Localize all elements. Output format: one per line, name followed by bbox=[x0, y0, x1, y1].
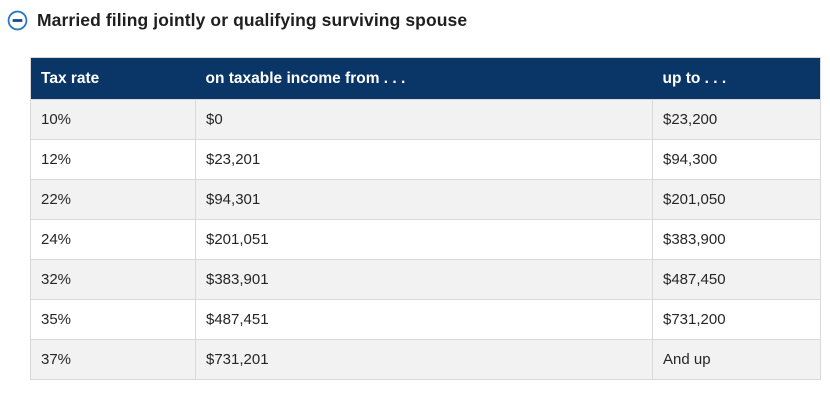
minus-circle-icon[interactable] bbox=[7, 10, 28, 31]
up-to-cell: $201,050 bbox=[652, 179, 821, 220]
income-from-cell: $731,201 bbox=[195, 339, 653, 380]
up-to-column-header: up to . . . bbox=[652, 57, 821, 100]
income-from-cell: $0 bbox=[195, 99, 653, 140]
income-from-column-header: on taxable income from . . . bbox=[195, 57, 653, 100]
section-title: Married filing jointly or qualifying sur… bbox=[37, 10, 468, 30]
up-to-cell: And up bbox=[652, 339, 821, 380]
income-from-cell: $487,451 bbox=[195, 299, 653, 340]
income-from-cell: $383,901 bbox=[195, 259, 653, 300]
up-to-cell: $23,200 bbox=[652, 99, 821, 140]
table-row: 37% $731,201 And up bbox=[30, 339, 821, 380]
table-header-row: Tax rate on taxable income from . . . up… bbox=[30, 57, 821, 100]
tax-rate-cell: 32% bbox=[30, 259, 196, 300]
tax-rate-column-header: Tax rate bbox=[30, 57, 196, 100]
table-row: 10% $0 $23,200 bbox=[30, 99, 821, 140]
up-to-cell: $487,450 bbox=[652, 259, 821, 300]
tax-rate-cell: 24% bbox=[30, 219, 196, 260]
up-to-cell: $731,200 bbox=[652, 299, 821, 340]
table-row: 35% $487,451 $731,200 bbox=[30, 299, 821, 340]
income-from-cell: $23,201 bbox=[195, 139, 653, 180]
tax-brackets-table: Tax rate on taxable income from . . . up… bbox=[30, 57, 821, 380]
tax-rate-cell: 12% bbox=[30, 139, 196, 180]
tax-rate-cell: 37% bbox=[30, 339, 196, 380]
up-to-cell: $94,300 bbox=[652, 139, 821, 180]
tax-rate-cell: 10% bbox=[30, 99, 196, 140]
table-row: 22% $94,301 $201,050 bbox=[30, 179, 821, 220]
tax-rate-cell: 35% bbox=[30, 299, 196, 340]
income-from-cell: $201,051 bbox=[195, 219, 653, 260]
income-from-cell: $94,301 bbox=[195, 179, 653, 220]
table-row: 24% $201,051 $383,900 bbox=[30, 219, 821, 260]
tax-rate-cell: 22% bbox=[30, 179, 196, 220]
up-to-cell: $383,900 bbox=[652, 219, 821, 260]
table-row: 32% $383,901 $487,450 bbox=[30, 259, 821, 300]
table-row: 12% $23,201 $94,300 bbox=[30, 139, 821, 180]
accordion-toggle[interactable]: Married filing jointly or qualifying sur… bbox=[7, 10, 467, 31]
